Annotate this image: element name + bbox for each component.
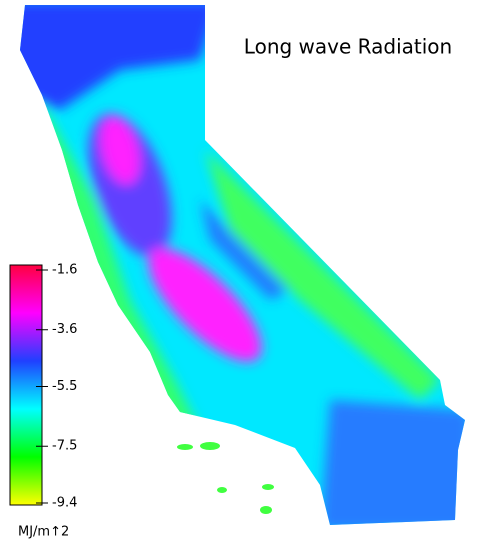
colorbar-tick-label: -9.4 bbox=[52, 496, 77, 511]
colorbar-tick-label: -5.5 bbox=[52, 379, 77, 394]
map-title: Long wave Radiation bbox=[244, 35, 452, 59]
colorbar-tick-label: -1.6 bbox=[52, 263, 77, 278]
colorbar-tick-label: -7.5 bbox=[52, 439, 77, 454]
channel-islands bbox=[177, 442, 274, 514]
colorbar-tick-label: -3.6 bbox=[52, 322, 77, 337]
colorbar-unit: MJ/m↑2 bbox=[18, 525, 69, 540]
colorbar bbox=[9, 264, 43, 506]
